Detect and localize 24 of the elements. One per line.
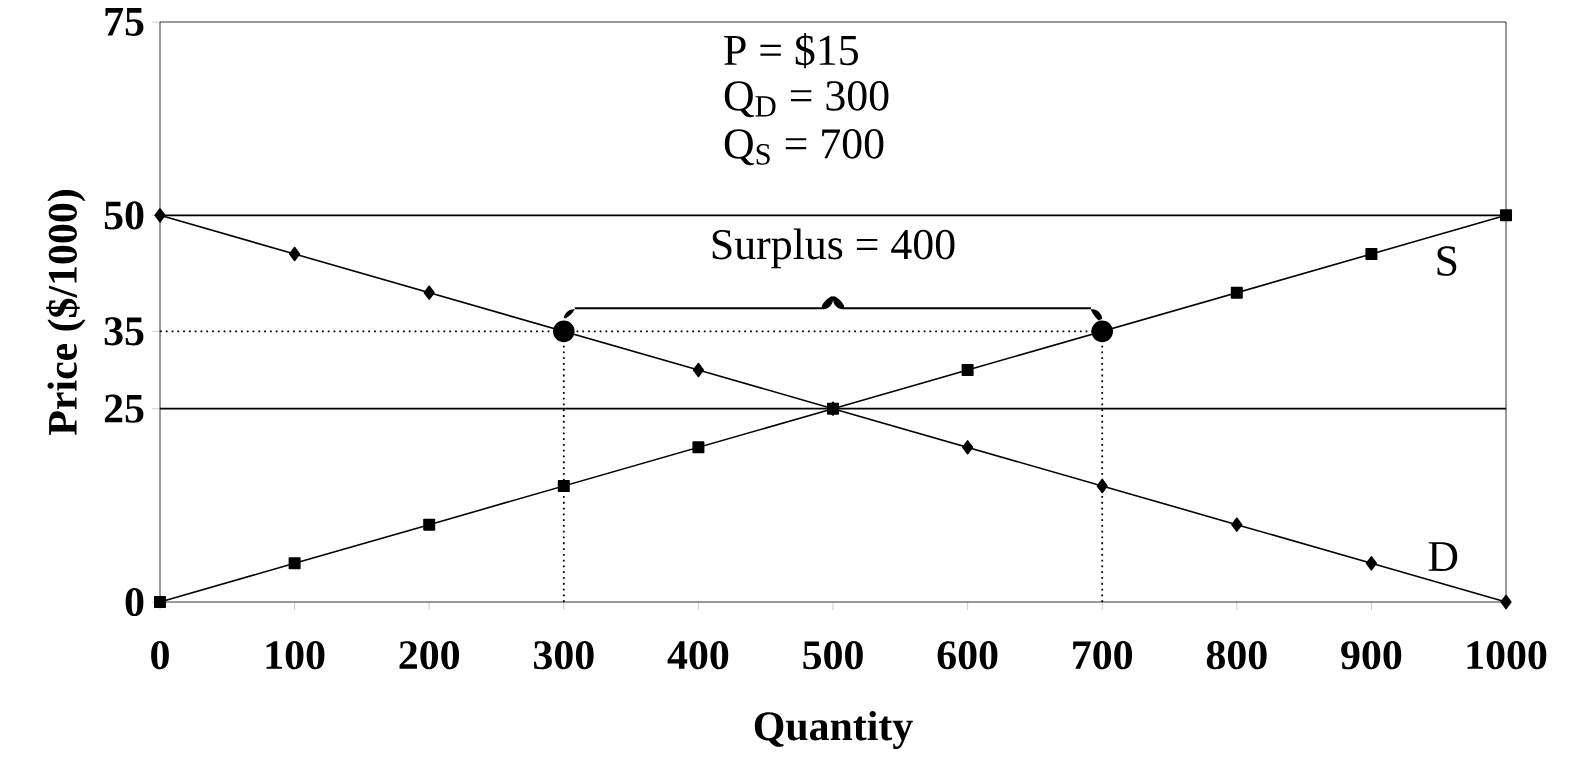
y-tick-label: 35: [104, 317, 144, 346]
x-axis-title: Quantity: [754, 710, 913, 750]
y-tick-label: 75: [105, 8, 144, 36]
series-label: D: [1428, 542, 1458, 571]
x-tick-label: 1000: [1467, 641, 1547, 670]
y-tick-label: 25: [104, 394, 144, 423]
x-tick-label: 400: [667, 641, 729, 670]
annotation: Q$_{S}$ = 700: [724, 129, 884, 166]
x-tick-label: 900: [1341, 641, 1402, 670]
annotation: P = $15: [724, 33, 858, 69]
y-tick-label: 0: [125, 587, 144, 617]
x-tick-label: 600: [937, 641, 998, 670]
series-label: S: [1437, 246, 1457, 276]
annotation: Q$_{D}$ = 300: [724, 81, 889, 118]
x-tick-label: 500: [803, 641, 863, 670]
annotation: Surplus = 400: [712, 228, 955, 269]
x-tick-label: 700: [1073, 641, 1133, 670]
x-tick-label: 0: [151, 641, 169, 670]
x-tick-label: 800: [1206, 641, 1267, 670]
x-tick-label: 300: [533, 641, 594, 670]
x-tick-label: 100: [266, 641, 325, 670]
x-tick-label: 200: [399, 641, 460, 670]
y-tick-label: 50: [104, 201, 144, 230]
y-axis-title: Price ($/1000): [46, 190, 86, 436]
